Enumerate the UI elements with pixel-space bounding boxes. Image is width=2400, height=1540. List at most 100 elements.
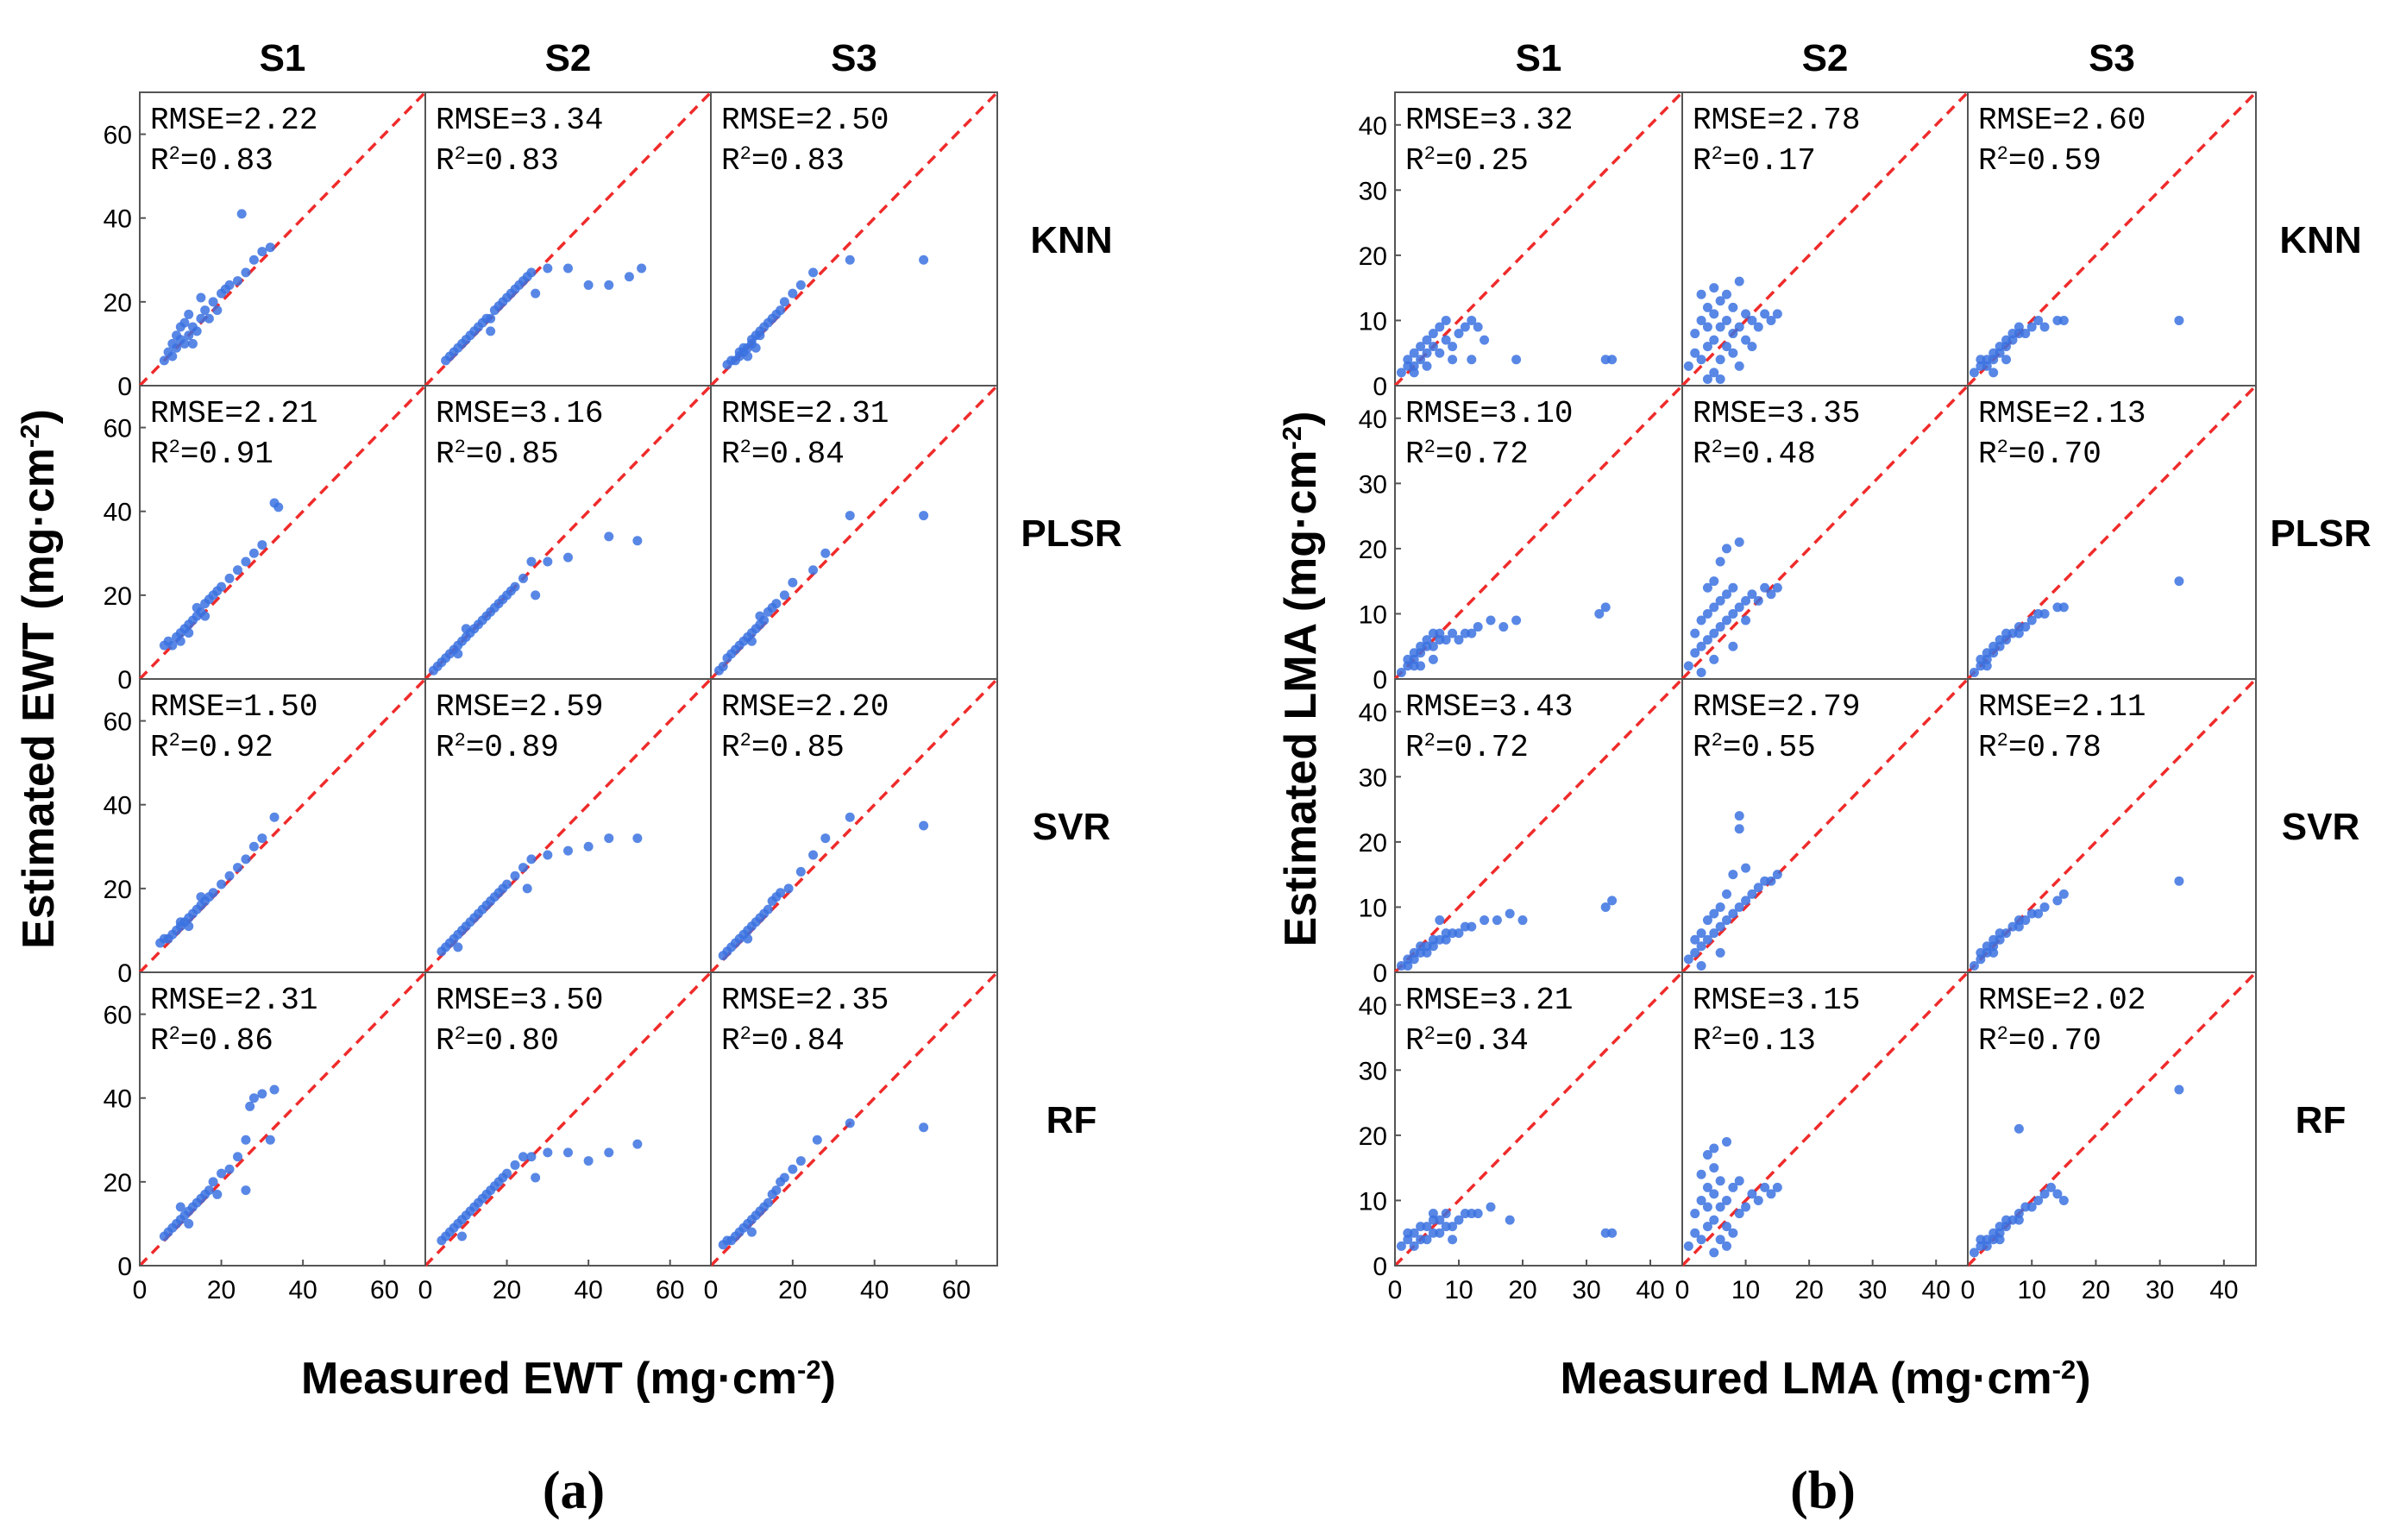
data-point [1721,289,1731,299]
y-tick-label: 0 [1373,959,1387,988]
rmse-label: RMSE=2.35 [721,983,889,1018]
data-point [1721,589,1731,600]
rmse-label: RMSE=3.50 [436,983,603,1018]
data-point [502,879,512,889]
data-point [1721,889,1731,899]
x-axis-title: Measured EWT (mg·cm-2) [301,1354,836,1404]
data-point [2020,622,2031,632]
data-point [563,1147,573,1158]
data-point [1448,1235,1458,1245]
data-point [1473,622,1483,632]
data-point [1696,315,1706,325]
data-point [1702,635,1712,645]
rmse-label: RMSE=3.32 [1405,103,1573,138]
data-point [1772,870,1782,880]
data-point [1403,355,1413,365]
data-point [510,581,520,592]
r2-label: R2=0.91 [150,437,273,473]
data-point [808,565,819,575]
data-point [632,833,643,844]
data-point [184,1218,194,1229]
x-tick-label: 40 [1922,1276,1951,1304]
subplot-frame [710,971,998,1267]
data-point [269,1084,280,1095]
data-point [1428,941,1438,952]
data-point [175,917,185,927]
x-tick-label: 10 [1444,1276,1473,1304]
data-point [1988,947,1999,958]
data-point [1403,1235,1413,1245]
data-point [604,531,614,542]
data-point [1715,595,1725,606]
data-point [1441,635,1451,645]
data-point [518,863,528,873]
x-tick-label: 60 [656,1276,684,1304]
rmse-label: RMSE=2.13 [1978,396,2146,431]
data-point [1696,615,1706,625]
data-point [1607,1228,1618,1238]
data-point [2014,1123,2024,1134]
data-point [1709,1163,1719,1173]
data-point [1728,582,1738,593]
data-point [743,933,753,944]
data-point [2026,615,2037,625]
data-point [531,590,541,600]
data-point [1441,934,1451,945]
data-point [1460,322,1470,332]
r2-label: R2=0.48 [1693,437,1816,473]
data-point [248,548,259,558]
data-point [1715,921,1725,932]
data-point [1498,622,1509,632]
data-point [1760,309,1770,319]
data-point [1728,1228,1738,1238]
data-point [563,263,573,273]
data-point [1702,374,1712,384]
r2-label: R2=0.70 [1978,1023,2102,1059]
data-point [1976,954,1986,965]
y-tick-label: 20 [104,582,132,611]
subplot-frame [1681,385,1969,680]
data-point [763,1197,773,1208]
x-tick-label: 0 [704,1276,719,1304]
y-tick-label: 0 [1373,666,1387,695]
data-point [212,586,223,596]
data-point [1696,941,1706,952]
data-point [1409,1241,1419,1251]
data-point [1741,595,1751,606]
data-point [1702,582,1712,593]
data-point [1709,654,1719,664]
subplot-knn-s1: 0 20 40 60 RMSE=2.22 R2=0.83 [104,91,427,401]
rmse-label: RMSE=2.60 [1978,103,2146,138]
data-point [217,1168,227,1179]
data-point [808,850,819,860]
data-point [1721,544,1731,554]
data-point [1734,902,1744,912]
data-point [526,556,537,567]
row-label-plsr: PLSR [2270,512,2371,555]
data-point [788,577,798,588]
data-point [1396,368,1406,378]
subplot-svr-s2: RMSE=2.79 R2=0.55 [1681,677,1970,974]
data-point [1995,641,2005,651]
data-point [179,338,190,349]
data-point [1715,1176,1725,1186]
y-tick-label: 10 [1359,307,1387,336]
x-tick-label: 0 [1388,1276,1403,1304]
data-point [212,305,223,316]
data-point [1753,595,1763,606]
rmse-label: RMSE=2.31 [721,396,889,431]
data-point [518,573,528,583]
data-point [486,313,496,324]
data-point [1728,329,1738,339]
data-point [1988,941,1999,952]
data-point [1473,1209,1483,1219]
x-tick-label: 0 [133,1276,148,1304]
r2-label: R2=0.72 [1405,730,1529,766]
data-point [1709,335,1719,345]
x-tick-label: 30 [2146,1276,2174,1304]
data-point [1734,824,1744,834]
y-tick-label: 0 [1373,1253,1387,1281]
data-point [1690,648,1700,658]
subplot-plsr-s2: RMSE=3.35 R2=0.48 [1681,384,1970,681]
data-point [1511,615,1522,625]
